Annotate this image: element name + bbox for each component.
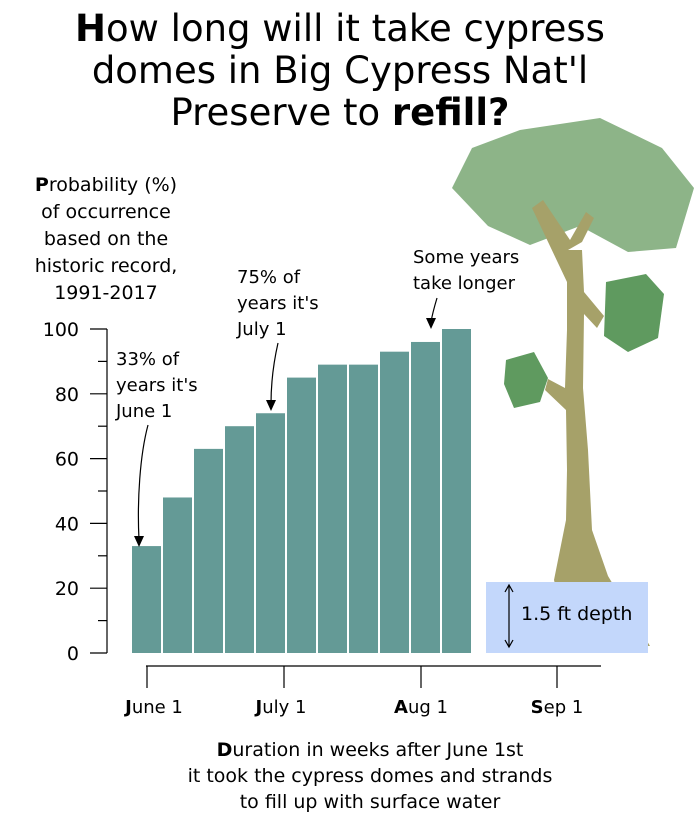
bar-week-9	[380, 351, 409, 653]
y-axis-title-line-5: 1991-2017	[54, 282, 158, 304]
annotation-longer-arrowhead	[426, 318, 436, 329]
y-tick-label-20: 20	[55, 578, 79, 600]
annotation-june-line1: 33% of	[116, 349, 180, 370]
title-line-3: Preserve to refill?	[170, 91, 510, 134]
chart-title: How long will it take cypress domes in B…	[0, 8, 680, 134]
y-axis-title-line-4: historic record,	[34, 255, 178, 277]
y-axis-title-line-1: Probability (%)	[34, 174, 178, 196]
bar-week-3	[194, 448, 223, 653]
annotation-june-line2: years it's	[116, 375, 198, 396]
bar-week-4	[225, 426, 254, 653]
x-axis-title-line-3: to fill up with surface water	[239, 791, 501, 813]
bar-week-1	[132, 546, 161, 653]
bars-group	[132, 329, 471, 653]
x-axis: June 1 July 1 Aug 1 Sep 1	[123, 665, 601, 718]
annotation-june-line3: June 1	[115, 401, 172, 422]
x-tick-label-aug: Aug 1	[394, 697, 448, 718]
y-tick-label-0: 0	[67, 643, 79, 665]
bar-week-2	[163, 497, 192, 653]
annotation-longer-line2: take longer	[413, 273, 516, 294]
tree-leaf-right	[604, 274, 664, 352]
y-tick-label-80: 80	[55, 384, 79, 406]
cypress-tree-illustration	[452, 118, 694, 646]
x-tick-label-sep: Sep 1	[531, 697, 584, 718]
title-line-2: domes in Big Cypress Nat'l	[91, 49, 589, 92]
annotation-june-arrow	[137, 424, 149, 541]
annotation-june: 33% of years it's June 1	[115, 349, 198, 547]
x-axis-title-line-2: it took the cypress domes and strands	[187, 765, 553, 787]
x-tick-label-june: June 1	[123, 697, 183, 718]
bar-week-10	[411, 341, 440, 653]
annotation-july-line3: July 1	[236, 319, 287, 340]
y-tick-label-40: 40	[55, 513, 79, 535]
title-line-1: How long will it take cypress	[75, 7, 605, 50]
tree-canopy	[452, 118, 694, 252]
y-tick-label-60: 60	[55, 449, 79, 471]
annotation-july: 75% of years it's July 1	[236, 267, 319, 411]
y-tick-label-100: 100	[43, 319, 79, 341]
depth-label: 1.5 ft depth	[521, 603, 632, 625]
bar-week-7	[318, 364, 347, 653]
depth-arrow-down-head	[504, 639, 514, 649]
y-axis-title-line-2: of occurrence	[41, 201, 171, 223]
bar-week-8	[349, 364, 378, 653]
bar-week-5	[256, 413, 285, 653]
annotation-longer-line1: Some years	[413, 247, 519, 268]
tree-leaf-left	[504, 352, 548, 408]
x-tick-label-july: July 1	[254, 697, 307, 718]
bar-week-11	[442, 329, 471, 653]
y-axis: 0 20 40 60 80 100	[43, 319, 108, 665]
x-axis-title-line-1: Duration in weeks after June 1st	[216, 739, 524, 761]
y-axis-title-line-3: based on the	[43, 228, 169, 250]
annotation-july-arrowhead	[266, 400, 276, 411]
x-axis-title: Duration in weeks after June 1st it took…	[120, 737, 620, 815]
annotation-july-line1: 75% of	[237, 267, 301, 288]
depth-arrow-up-head	[504, 583, 514, 593]
y-axis-title: Probability (%) of occurrence based on t…	[8, 172, 204, 307]
annotation-june-arrowhead	[134, 536, 144, 547]
depth-indicator: 1.5 ft depth	[486, 582, 648, 653]
bar-week-6	[287, 377, 316, 653]
annotation-july-arrow	[270, 342, 279, 405]
annotation-july-line2: years it's	[237, 293, 319, 314]
tree-trunk	[532, 200, 650, 646]
annotation-longer: Some years take longer	[413, 247, 519, 329]
